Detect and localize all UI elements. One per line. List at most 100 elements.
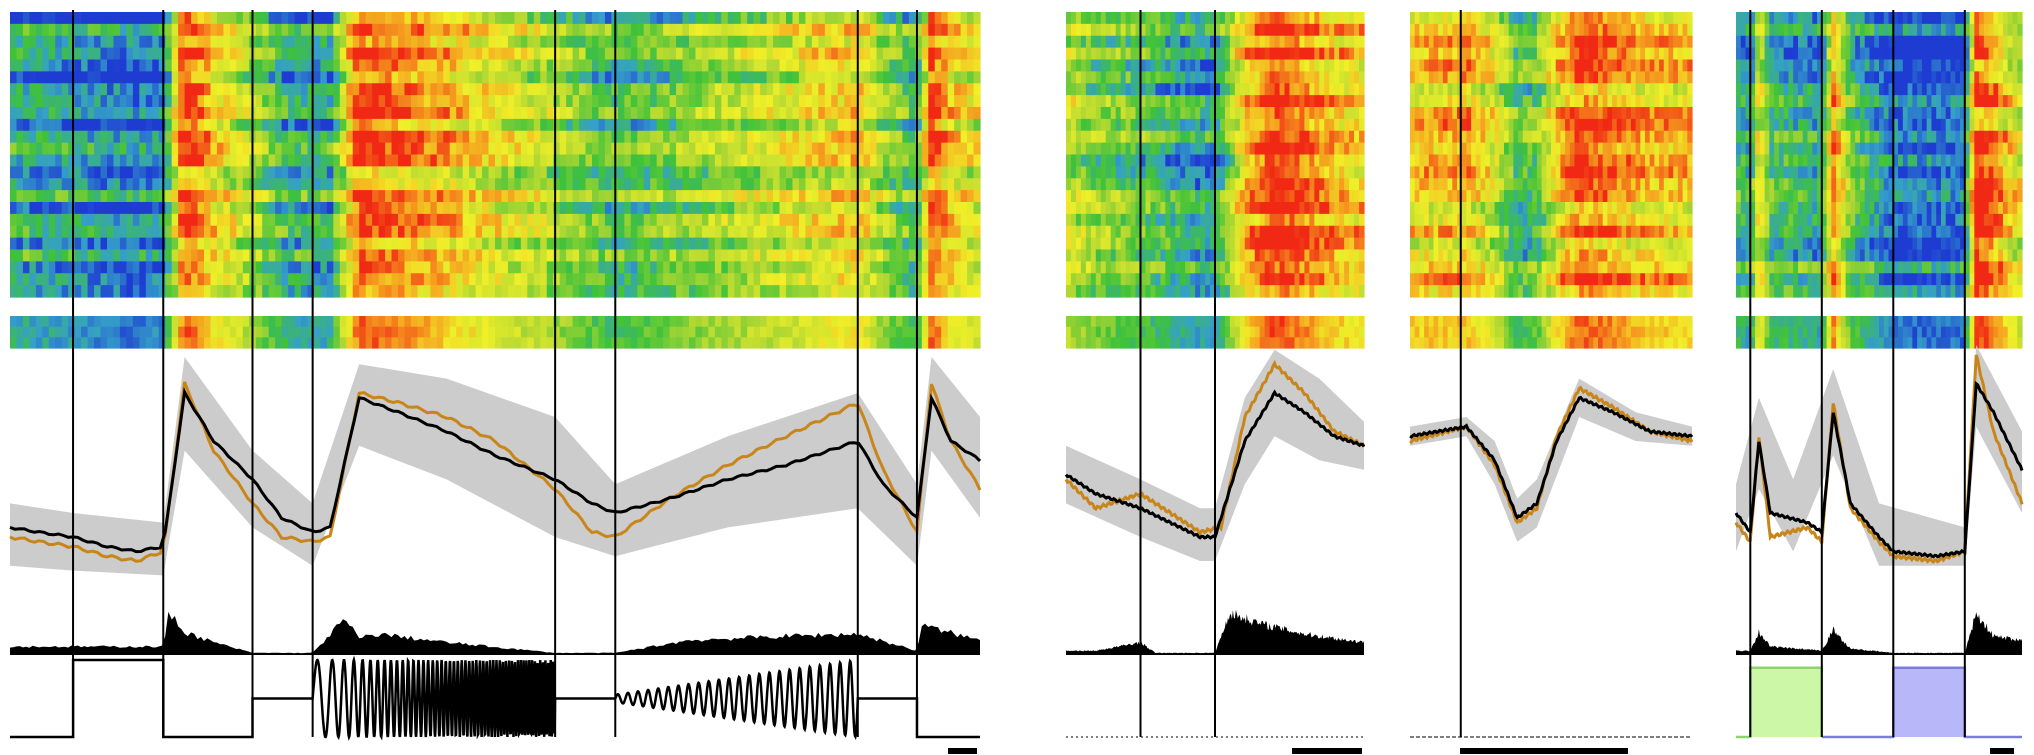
- heatmap-cell: [669, 178, 677, 191]
- heatmap-cell: [1155, 47, 1161, 61]
- heatmap-cell: [87, 154, 95, 167]
- heatmap-cell: [87, 225, 95, 239]
- heatmap-cell: [16, 35, 24, 49]
- strip-cell: [566, 316, 574, 328]
- heatmap-cell: [643, 23, 651, 37]
- heatmap-cell: [947, 23, 955, 37]
- heatmap-cell: [507, 190, 515, 203]
- heatmap-cell: [184, 95, 192, 108]
- heatmap-cell: [378, 83, 386, 96]
- heatmap-cell: [385, 190, 393, 203]
- heatmap-cell: [1329, 12, 1335, 25]
- heatmap-cell: [1215, 59, 1221, 72]
- heatmap-cell: [895, 95, 903, 108]
- heatmap-cell: [404, 285, 412, 298]
- heatmap-cell: [107, 285, 115, 298]
- heatmap-cell: [313, 35, 321, 49]
- heatmap-cell: [934, 130, 942, 144]
- heatmap-cell: [178, 249, 186, 262]
- heatmap-cell: [145, 213, 153, 227]
- strip-cell: [637, 337, 645, 349]
- heatmap-cell: [307, 47, 315, 61]
- heatmap-cell: [637, 261, 645, 274]
- heatmap-cell: [676, 285, 684, 298]
- heatmap-cell: [184, 261, 192, 274]
- heatmap-cell: [572, 273, 580, 286]
- heatmap-cell: [417, 142, 425, 156]
- heatmap-cell: [385, 166, 393, 179]
- heatmap-cell: [326, 249, 334, 262]
- heatmap-cell: [313, 202, 321, 215]
- heatmap-cell: [540, 95, 548, 108]
- heatmap-cell: [1344, 142, 1350, 156]
- heatmap-cell: [579, 59, 587, 72]
- heatmap-cell: [145, 59, 153, 72]
- heatmap-cell: [1219, 130, 1226, 144]
- heatmap-cell: [1120, 23, 1127, 37]
- heatmap-cell: [29, 190, 37, 203]
- heatmap-cell: [1080, 118, 1087, 132]
- heatmap-cell: [184, 59, 192, 72]
- heatmap-cell: [482, 118, 490, 132]
- heatmap-cell: [16, 154, 24, 167]
- heatmap-cell: [727, 35, 735, 49]
- heatmap-cell: [656, 23, 664, 37]
- heatmap-cell: [831, 285, 839, 298]
- heatmap-cell: [346, 59, 354, 72]
- heatmap-cell: [1309, 23, 1315, 37]
- heatmap-cell: [288, 237, 296, 251]
- heatmap-cell: [585, 237, 593, 251]
- heatmap-cell: [456, 237, 464, 251]
- heatmap-cell: [301, 107, 309, 120]
- heatmap-cell: [184, 130, 192, 144]
- heatmap-cell: [365, 178, 373, 191]
- heatmap-cell: [469, 59, 477, 72]
- heatmap-cell: [482, 47, 490, 61]
- heatmap-cell: [10, 47, 18, 61]
- heatmap-cell: [236, 130, 244, 144]
- heatmap-cell: [1200, 166, 1206, 179]
- heatmap-cell: [275, 71, 283, 84]
- heatmap-cell: [734, 83, 742, 96]
- heatmap-cell: [727, 142, 735, 156]
- heatmap-cell: [1314, 47, 1320, 61]
- heatmap-cell: [372, 130, 380, 144]
- heatmap-cell: [1200, 59, 1206, 72]
- heatmap-cell: [436, 142, 444, 156]
- heatmap-cell: [16, 249, 24, 262]
- heatmap-cell: [326, 107, 334, 120]
- heatmap-cell: [831, 225, 839, 239]
- heatmap-cell: [391, 12, 399, 25]
- heatmap-cell: [359, 130, 367, 144]
- heatmap-cell: [915, 273, 923, 286]
- heatmap-cell: [908, 166, 916, 179]
- heatmap-cell: [501, 83, 509, 96]
- heatmap-cell: [391, 23, 399, 37]
- heatmap-cell: [223, 261, 231, 274]
- heatmap-cell: [378, 47, 386, 61]
- heatmap-cell: [967, 71, 975, 84]
- heatmap-cell: [326, 130, 334, 144]
- heatmap-cell: [171, 178, 179, 191]
- heatmap-cell: [449, 285, 457, 298]
- heatmap-cell: [423, 273, 431, 286]
- heatmap-cell: [1105, 142, 1112, 156]
- heatmap-cell: [1284, 95, 1291, 108]
- heatmap-cell: [29, 285, 37, 298]
- heatmap-cell: [902, 12, 910, 25]
- heatmap-cell: [637, 237, 645, 251]
- heatmap-cell: [1324, 154, 1330, 167]
- heatmap-cell: [1070, 95, 1077, 108]
- heatmap-cell: [22, 273, 30, 286]
- heatmap-cell: [921, 213, 929, 227]
- heatmap-cell: [792, 178, 800, 191]
- heatmap-cell: [1155, 190, 1161, 203]
- heatmap-cell: [126, 237, 134, 251]
- heatmap-cell: [908, 237, 916, 251]
- heatmap-cell: [760, 249, 768, 262]
- heatmap-cell: [1274, 47, 1281, 61]
- heatmap-cell: [1135, 12, 1142, 25]
- heatmap-cell: [1125, 166, 1132, 179]
- heatmap-cell: [346, 71, 354, 84]
- heatmap-cell: [941, 213, 949, 227]
